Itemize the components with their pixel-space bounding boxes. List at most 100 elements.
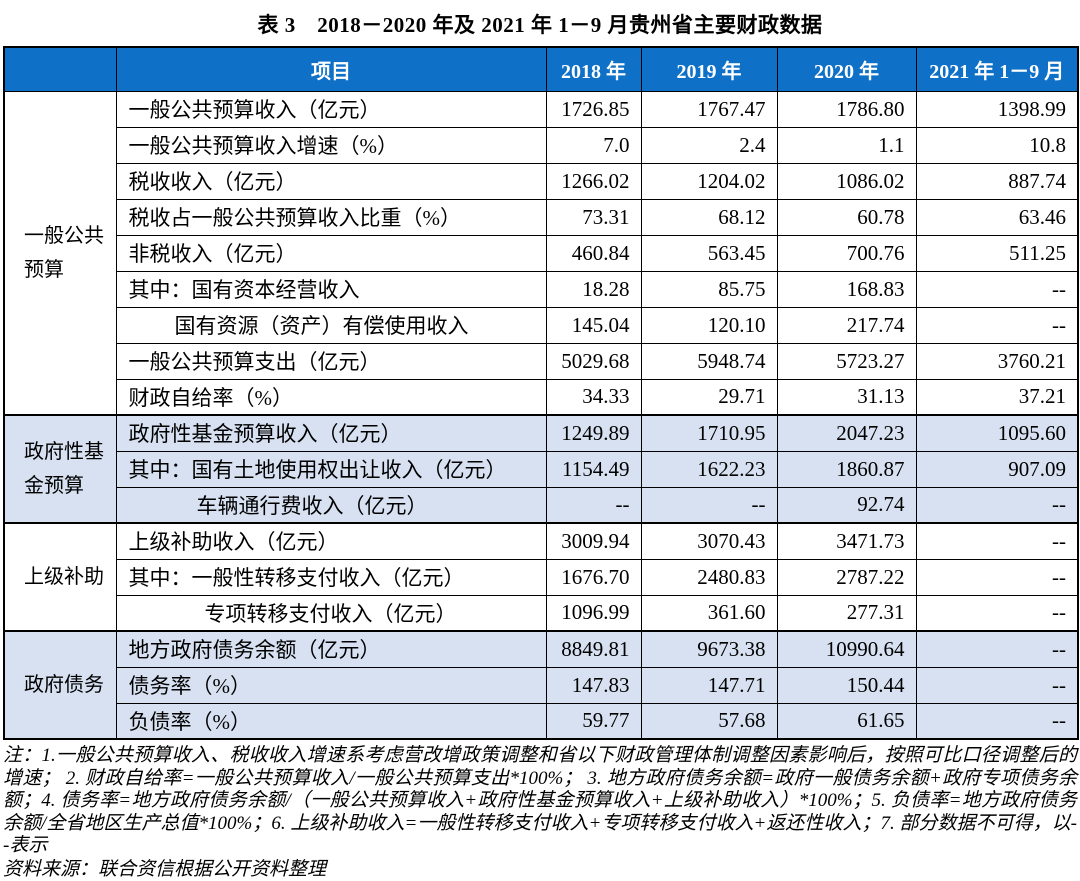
value-cell: -- [915,702,1079,740]
item-cell: 一般公共预算收入（亿元） [115,90,547,128]
value-cell: 5948.74 [640,342,778,380]
table-row: 一般公共预算 一般公共预算收入（亿元） 1726.85 1767.47 1786… [3,90,1079,416]
item-cell: 车辆通行费收入（亿元） [115,486,547,524]
value-cell: 10990.64 [776,630,917,668]
value-cell: 1096.99 [545,594,642,632]
value-cell: 145.04 [545,306,642,344]
item-cell: 其中：国有土地使用权出让收入（亿元） [115,450,547,488]
table-row: 税收收入（亿元） 1266.02 1204.02 1086.02 887.74 [4,162,1079,200]
value-cell: 1767.47 [640,90,778,128]
value-cell: -- [915,486,1079,524]
table-row: 一般公共预算支出（亿元） 5029.68 5948.74 5723.27 376… [4,342,1079,380]
table-row: 其中：国有资本经营收入 18.28 85.75 168.83 -- [4,270,1079,308]
item-cell: 债务率（%） [115,666,547,704]
column-header-2021: 2021 年 1－9 月 [915,46,1079,92]
table-row: 一般公共预算收入增速（%） 7.0 2.4 1.1 10.8 [4,126,1079,164]
value-cell: -- [915,630,1079,668]
item-cell: 一般公共预算支出（亿元） [115,342,547,380]
value-cell: 3070.43 [640,522,778,560]
value-cell: 37.21 [915,378,1079,416]
value-cell: 147.71 [640,666,778,704]
value-cell: 92.74 [776,486,917,524]
table-row: 车辆通行费收入（亿元） -- -- 92.74 -- [4,486,1079,524]
item-cell: 非税收入（亿元） [115,234,547,272]
value-cell: -- [915,522,1079,560]
value-cell: 59.77 [545,702,642,740]
item-cell: 地方政府债务余额（亿元） [115,630,547,668]
value-cell: -- [915,666,1079,704]
source-line: 资料来源：联合资信根据公开资料整理 [3,858,327,880]
item-cell: 其中：国有资本经营收入 [115,270,547,308]
value-cell: 2480.83 [640,558,778,596]
value-cell: 1726.85 [545,90,642,128]
value-cell: 1095.60 [915,414,1079,452]
value-cell: 1204.02 [640,162,778,200]
value-cell: 57.68 [640,702,778,740]
value-cell: 2.4 [640,126,778,164]
value-cell: 63.46 [915,198,1079,236]
value-cell: 3009.94 [545,522,642,560]
value-cell: 217.74 [776,306,917,344]
group-cell-govt-fund-budget: 政府性基金预算 [3,414,117,524]
item-cell: 税收占一般公共预算收入比重（%） [115,198,547,236]
value-cell: -- [915,558,1079,596]
value-cell: -- [915,270,1079,308]
value-cell: 1398.99 [915,90,1079,128]
table-row: 非税收入（亿元） 460.84 563.45 700.76 511.25 [4,234,1079,272]
table-title: 表 3 2018－2020 年及 2021 年 1－9 月贵州省主要财政数据 [257,13,823,37]
value-cell: 1860.87 [776,450,917,488]
value-cell: -- [915,594,1079,632]
item-cell: 专项转移支付收入（亿元） [115,594,547,632]
item-cell: 上级补助收入（亿元） [115,522,547,560]
table-row: 政府性基金预算 政府性基金预算收入（亿元） 1249.89 1710.95 20… [3,414,1079,524]
value-cell: 73.31 [545,198,642,236]
value-cell: -- [640,486,778,524]
table-row: 上级补助 上级补助收入（亿元） 3009.94 3070.43 3471.73 … [3,522,1079,632]
value-cell: 85.75 [640,270,778,308]
value-cell: -- [915,306,1079,344]
value-cell: 9673.38 [640,630,778,668]
group-cell-govt-debt: 政府债务 [3,630,117,740]
value-cell: 10.8 [915,126,1079,164]
item-cell: 一般公共预算收入增速（%） [115,126,547,164]
value-cell: 1786.80 [776,90,917,128]
fiscal-data-table: 项目 2018 年 2019 年 2020 年 2021 年 1－9 月 一般公… [3,46,1079,740]
value-cell: 887.74 [915,162,1079,200]
table-row: 税收占一般公共预算收入比重（%） 73.31 68.12 60.78 63.46 [4,198,1079,236]
value-cell: 361.60 [640,594,778,632]
item-cell: 财政自给率（%） [115,378,547,416]
value-cell: 8849.81 [545,630,642,668]
value-cell: 150.44 [776,666,917,704]
value-cell: 147.83 [545,666,642,704]
group-cell-general-budget: 一般公共预算 [3,90,117,416]
table-row: 国有资源（资产）有偿使用收入 145.04 120.10 217.74 -- [4,306,1079,344]
column-header-2018: 2018 年 [545,46,642,92]
header-row: 项目 2018 年 2019 年 2020 年 2021 年 1－9 月 [3,46,1079,92]
table-row: 其中：国有土地使用权出让收入（亿元） 1154.49 1622.23 1860.… [4,450,1079,488]
table-row: 财政自给率（%） 34.33 29.71 31.13 37.21 [4,378,1079,416]
column-header-item: 项目 [115,46,547,92]
value-cell: 1154.49 [545,450,642,488]
item-cell: 国有资源（资产）有偿使用收入 [115,306,547,344]
value-cell: 60.78 [776,198,917,236]
item-cell: 其中：一般性转移支付收入（亿元） [115,558,547,596]
value-cell: 1710.95 [640,414,778,452]
table-row: 专项转移支付收入（亿元） 1096.99 361.60 277.31 -- [4,594,1079,632]
table-notes: 注：1.一般公共预算收入、税收收入增速系考虑营改增政策调整和省以下财政管理体制调… [3,745,1077,856]
value-cell: 34.33 [545,378,642,416]
value-cell: 1.1 [776,126,917,164]
value-cell: 120.10 [640,306,778,344]
value-cell: 3760.21 [915,342,1079,380]
table-row: 政府债务 地方政府债务余额（亿元） 8849.81 9673.38 10990.… [3,630,1079,740]
value-cell: 2787.22 [776,558,917,596]
value-cell: 68.12 [640,198,778,236]
table-row: 债务率（%） 147.83 147.71 150.44 -- [4,666,1079,704]
value-cell: 5029.68 [545,342,642,380]
value-cell: 1676.70 [545,558,642,596]
column-header-group [3,46,117,92]
value-cell: 511.25 [915,234,1079,272]
value-cell: 907.09 [915,450,1079,488]
value-cell: 5723.27 [776,342,917,380]
value-cell: 3471.73 [776,522,917,560]
group-cell-superior-subsidy: 上级补助 [3,522,117,632]
